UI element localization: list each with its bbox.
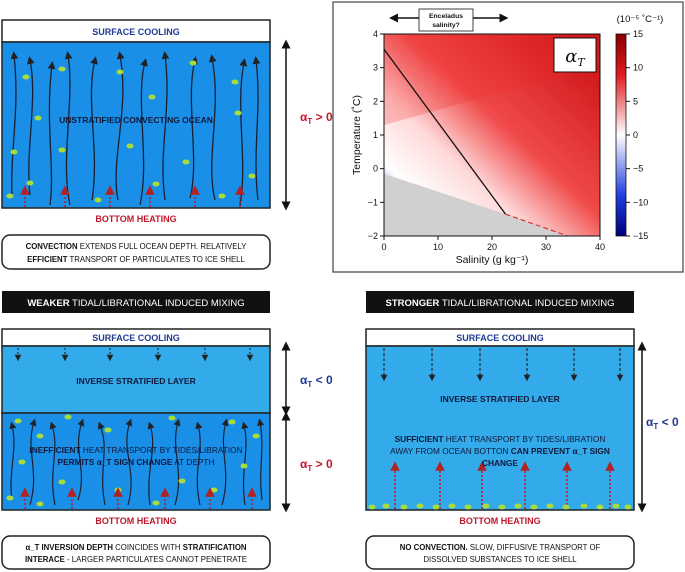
weak-stratified-layer	[1, 345, 271, 414]
x-tick-label: 20	[487, 242, 497, 252]
panel-weak-mixing: SURFACE COOLING INVERSE STRATIFIED LAYER	[1, 328, 333, 570]
weak-caption-line-2: INTERACE - LARGER PARTICULATES CANNOT PE…	[25, 555, 247, 564]
strong-caption-box	[365, 535, 635, 570]
enceladus-label-2: salinity?	[432, 22, 460, 29]
weak-center-line-2: PERMITS α_T SIGN CHANGE AT DEPTH	[58, 457, 215, 467]
colorbar-ticks: 15 10 5 0 −5 −10 −15	[626, 29, 648, 241]
panel-unstratified: SURFACE COOLING	[1, 19, 333, 270]
zero-contour-line	[383, 48, 507, 215]
alpha-title-box	[553, 37, 597, 73]
strong-heating-arrows	[390, 461, 615, 509]
freezing-line-dashed	[505, 213, 568, 237]
caption-line-2: EFFICIENT TRANSPORT OF PARTICULATES TO I…	[27, 255, 245, 264]
convection-streamlines	[10, 51, 261, 206]
enceladus-box	[418, 8, 474, 32]
colorbar	[615, 33, 627, 237]
weak-caption-box	[1, 535, 271, 570]
x-axis-ticks: 0 10 20 30 40	[381, 236, 605, 252]
colorbar-tick-label: 15	[633, 29, 643, 39]
y-tick-label: 2	[373, 96, 378, 106]
colorbar-tick-label: 10	[633, 63, 643, 73]
strong-layer-label: INVERSE STRATIFIED LAYER	[440, 394, 560, 404]
weak-center-line-1: INEFFICIENT HEAT TRANSPORT BY TIDES/LIBR…	[29, 445, 242, 455]
ocean-body	[1, 41, 271, 209]
heatmap-warm-overlay	[384, 34, 600, 125]
x-tick-label: 0	[381, 242, 386, 252]
x-tick-label: 10	[433, 242, 443, 252]
colorbar-units: (10⁻⁵ ˚C⁻¹)	[617, 14, 664, 25]
strong-header: STRONGER TIDAL/LIBRATIONAL INDUCED MIXIN…	[386, 298, 615, 309]
y-tick-label: −2	[368, 231, 378, 241]
enceladus-label-1: Enceladus	[429, 13, 463, 20]
heating-arrows	[20, 185, 245, 207]
colorbar-tick-label: 5	[633, 96, 638, 106]
colorbar-tick-label: 0	[633, 130, 638, 140]
caption-box	[1, 234, 271, 270]
strong-caption-line-1: NO CONVECTION. SLOW, DIFFUSIVE TRANSPORT…	[400, 543, 601, 552]
particles	[6, 60, 256, 203]
weak-alpha-negative-label: αT < 0	[300, 373, 333, 389]
weak-layer-label: INVERSE STRATIFIED LAYER	[76, 376, 196, 386]
x-tick-label: 30	[541, 242, 551, 252]
weak-heating-arrows	[20, 487, 257, 509]
y-tick-label: 4	[373, 29, 378, 39]
weak-surface-label: SURFACE COOLING	[92, 333, 180, 343]
bottom-heating-label: BOTTOM HEATING	[95, 214, 176, 224]
strong-center-line-2: AWAY FROM OCEAN BOTTON CAN PREVENT α_T S…	[390, 446, 610, 456]
center-label: UNSTRATIFIED CONVECTING OCEAN	[59, 115, 213, 125]
weak-caption-line-1: α_T INVERSION DEPTH COINCIDES WITH STRAT…	[25, 543, 246, 552]
weak-streamlines	[9, 418, 265, 506]
caption-line-1: CONVECTION EXTENDS FULL OCEAN DEPTH. REL…	[26, 242, 248, 251]
y-tick-label: 1	[373, 130, 378, 140]
panel-strong-mixing: SURFACE COOLING INVERSE STRATIFIED LAYER…	[365, 328, 679, 570]
weak-header-bar	[2, 291, 270, 313]
y-axis-label: Temperature (˚C)	[351, 95, 363, 175]
weak-bottom-heating-label: BOTTOM HEATING	[95, 516, 176, 526]
strong-cooling-arrows	[380, 348, 624, 382]
surface-cooling-label: SURFACE COOLING	[92, 27, 180, 37]
strong-center-line-3: CHANGE	[482, 458, 518, 468]
frozen-region	[384, 173, 568, 236]
y-axis-ticks: 4 3 2 1 0 −1 −2	[368, 29, 384, 241]
strong-header-bar	[366, 291, 634, 313]
weak-header: WEAKER TIDAL/LIBRATIONAL INDUCED MIXING	[27, 298, 244, 309]
strong-settled-particles	[368, 503, 632, 510]
weak-cooling-arrows	[14, 348, 254, 362]
strong-bottom-heating-label: BOTTOM HEATING	[459, 516, 540, 526]
weak-alpha-positive-label: αT > 0	[300, 457, 333, 473]
x-tick-label: 40	[595, 242, 605, 252]
y-tick-label: 0	[373, 164, 378, 174]
y-tick-label: −1	[368, 197, 378, 207]
colorbar-tick-label: −10	[633, 197, 648, 207]
colorbar-tick-label: −5	[633, 164, 643, 174]
strong-alpha-negative-label: αT < 0	[646, 415, 679, 431]
y-tick-label: 3	[373, 63, 378, 73]
strong-center-line-1: SUFFICIENT HEAT TRANSPORT BY TIDES/LIBRA…	[395, 434, 606, 444]
strong-stratified-layer	[365, 345, 635, 511]
x-axis-label: Salinity (g kg⁻¹)	[456, 254, 529, 266]
weak-particles	[6, 414, 260, 507]
strong-surface-label: SURFACE COOLING	[456, 333, 544, 343]
strong-caption-line-2: DISSOLVED SUBSTANCES TO ICE SHELL	[423, 555, 577, 564]
colorbar-tick-label: −15	[633, 231, 648, 241]
alpha-positive-label: αT > 0	[300, 110, 333, 126]
